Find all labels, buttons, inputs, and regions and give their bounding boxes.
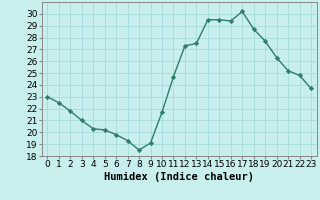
X-axis label: Humidex (Indice chaleur): Humidex (Indice chaleur) bbox=[104, 172, 254, 182]
